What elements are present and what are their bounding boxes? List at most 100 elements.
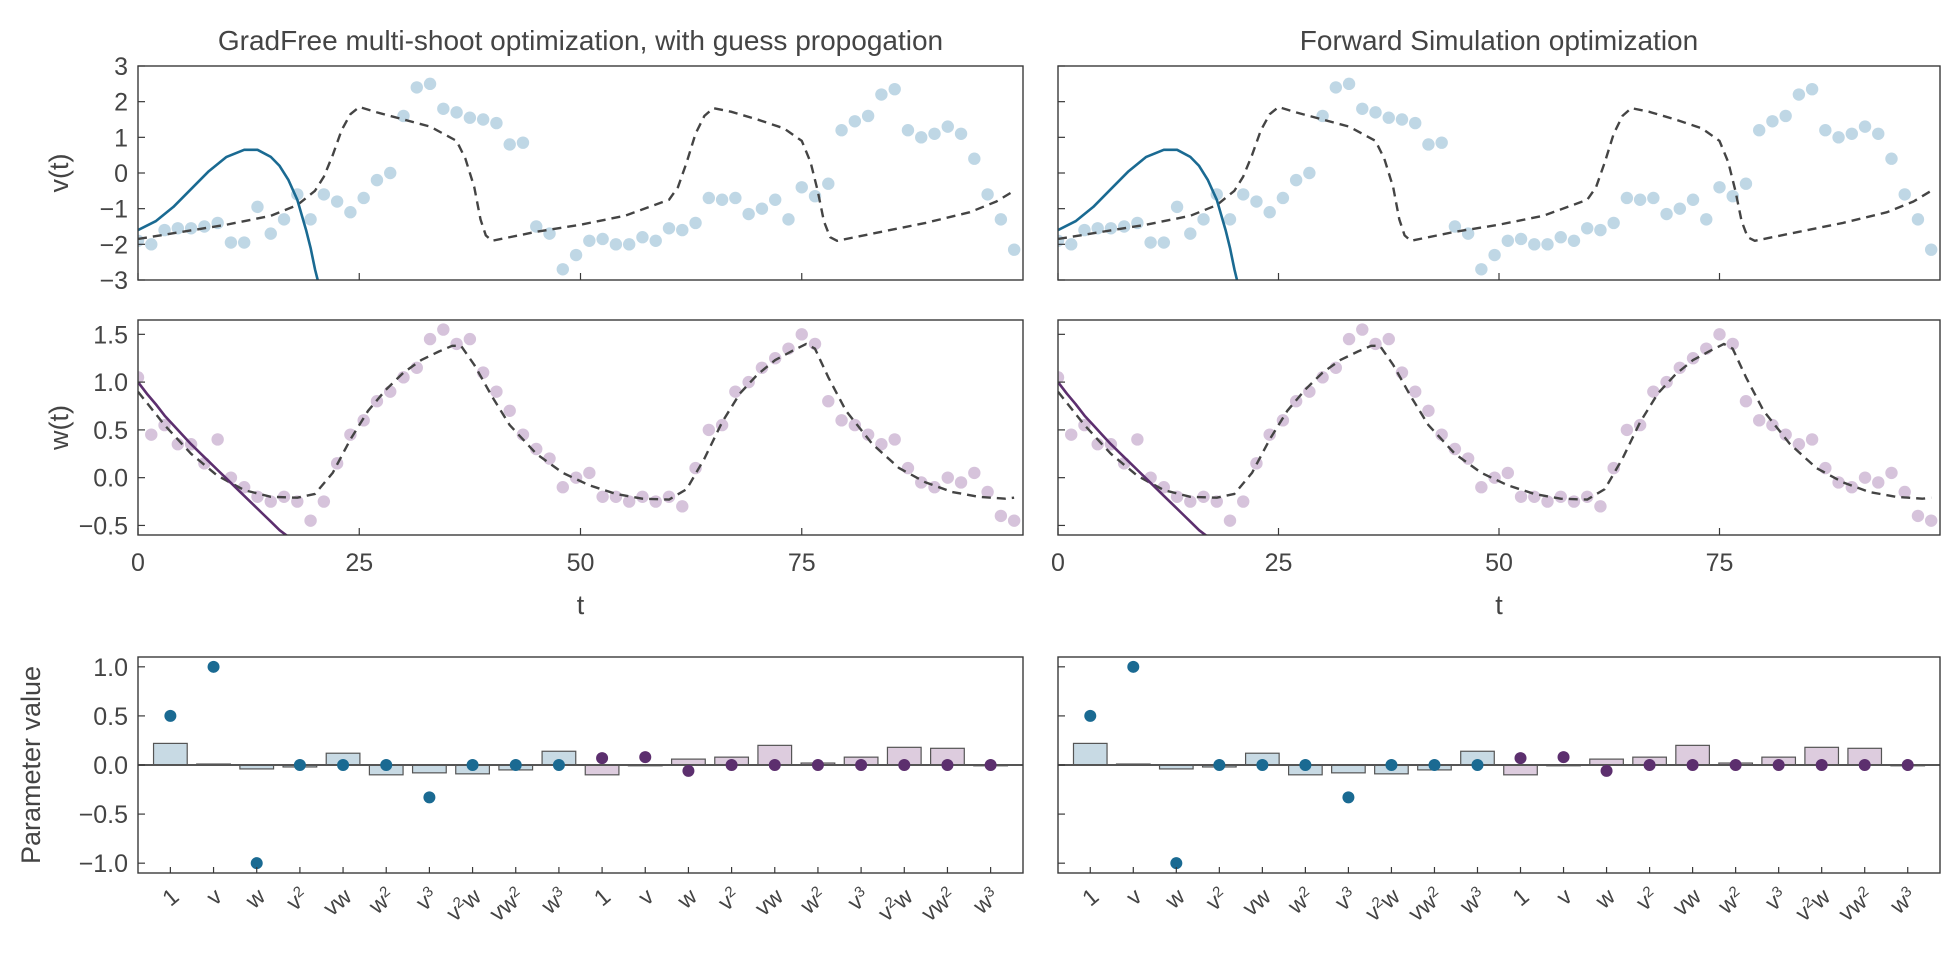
data-point bbox=[1620, 191, 1634, 205]
fit-line bbox=[1058, 342, 1932, 501]
data-point bbox=[1157, 481, 1171, 494]
data-point bbox=[1792, 88, 1806, 101]
true-value-dot bbox=[293, 759, 306, 771]
data-point bbox=[1223, 213, 1237, 226]
true-value-dot bbox=[164, 709, 177, 722]
data-point bbox=[822, 177, 835, 190]
data-point bbox=[1356, 102, 1369, 116]
data-point bbox=[1382, 111, 1395, 124]
y-axis-label: Parameter value bbox=[16, 666, 46, 864]
data-point bbox=[1686, 193, 1700, 206]
fit-line bbox=[1058, 105, 1932, 242]
data-point bbox=[556, 263, 569, 276]
data-point bbox=[1911, 509, 1925, 523]
data-point bbox=[490, 385, 503, 398]
data-point bbox=[1647, 385, 1660, 398]
true-value-dot bbox=[941, 759, 954, 771]
data-point bbox=[583, 466, 596, 480]
data-point bbox=[1475, 263, 1488, 276]
data-point bbox=[649, 234, 662, 247]
x-tick-label: vw bbox=[1668, 883, 1707, 921]
data-point bbox=[224, 236, 238, 249]
y-tick-label: 1.0 bbox=[93, 654, 128, 682]
plot-area bbox=[1058, 77, 1938, 280]
data-point bbox=[1144, 236, 1157, 249]
data-point bbox=[1872, 127, 1885, 140]
data-point bbox=[1342, 332, 1356, 346]
data-point bbox=[410, 81, 423, 94]
y-tick-label: 1.5 bbox=[93, 321, 128, 349]
data-point bbox=[184, 222, 198, 235]
data-point bbox=[384, 166, 397, 180]
data-point bbox=[1501, 234, 1515, 247]
true-value-dot bbox=[898, 759, 911, 771]
data-point bbox=[264, 227, 277, 240]
data-point bbox=[1356, 323, 1369, 336]
data-point bbox=[1250, 195, 1263, 208]
x-tick-label: v3 bbox=[1760, 883, 1792, 916]
data-point bbox=[1554, 231, 1567, 244]
y-tick-label: −0.5 bbox=[79, 512, 128, 540]
data-point bbox=[1607, 461, 1620, 475]
data-point bbox=[954, 127, 968, 140]
data-point bbox=[689, 216, 702, 230]
data-point bbox=[1065, 428, 1078, 441]
data-point bbox=[1620, 423, 1634, 437]
data-point bbox=[742, 207, 755, 221]
data-point bbox=[782, 213, 795, 226]
data-point bbox=[1184, 495, 1197, 508]
y-tick-label: 0.0 bbox=[93, 465, 128, 493]
x-tick-label: vw2 bbox=[916, 883, 961, 927]
data-point bbox=[277, 213, 291, 226]
data-point bbox=[238, 481, 251, 494]
data-point bbox=[1832, 131, 1845, 144]
data-point bbox=[1739, 395, 1753, 408]
x-tick-label: v2 bbox=[281, 883, 313, 916]
x-tick-label: w2 bbox=[363, 883, 400, 920]
data-point bbox=[1541, 495, 1554, 508]
true-value-dot bbox=[1557, 751, 1570, 764]
data-point bbox=[530, 220, 543, 233]
plot-area bbox=[138, 77, 1021, 280]
data-point bbox=[397, 109, 410, 123]
data-point bbox=[138, 371, 145, 384]
data-point bbox=[662, 222, 676, 235]
data-point bbox=[516, 136, 530, 149]
data-point bbox=[729, 385, 742, 398]
true-value-dot bbox=[1299, 759, 1312, 771]
data-point bbox=[808, 189, 822, 203]
data-point bbox=[1885, 152, 1898, 165]
y-tick-label: 0.5 bbox=[93, 703, 128, 731]
true-value-dot bbox=[1213, 759, 1226, 771]
data-point bbox=[211, 433, 224, 446]
data-point bbox=[649, 495, 662, 508]
x-tick-label: v2 bbox=[1200, 883, 1232, 916]
data-point bbox=[981, 188, 994, 201]
x-tick-label: 1 bbox=[589, 883, 616, 911]
data-point bbox=[1369, 106, 1382, 119]
x-tick-label: w bbox=[1159, 883, 1190, 914]
data-point bbox=[1007, 514, 1021, 527]
data-point bbox=[636, 231, 649, 244]
data-point bbox=[1117, 220, 1131, 233]
data-point bbox=[1316, 109, 1329, 123]
data-point bbox=[875, 88, 888, 101]
param-bar bbox=[1331, 764, 1366, 774]
y-axis-label: v(t) bbox=[44, 154, 74, 193]
data-point bbox=[1567, 234, 1581, 247]
data-point bbox=[1329, 361, 1343, 374]
x-axis-label: t bbox=[577, 590, 585, 620]
data-point bbox=[1779, 109, 1792, 123]
data-point bbox=[1766, 418, 1779, 432]
y-tick-label: −1.0 bbox=[79, 850, 128, 878]
data-point bbox=[1065, 238, 1078, 251]
data-point bbox=[1567, 495, 1581, 508]
data-point bbox=[622, 495, 636, 508]
x-tick-label: v bbox=[1551, 883, 1577, 911]
data-point bbox=[941, 471, 954, 484]
true-value-dot bbox=[1858, 759, 1871, 771]
data-point bbox=[1303, 166, 1316, 180]
true-value-dot bbox=[596, 752, 609, 765]
data-point bbox=[1858, 120, 1872, 133]
